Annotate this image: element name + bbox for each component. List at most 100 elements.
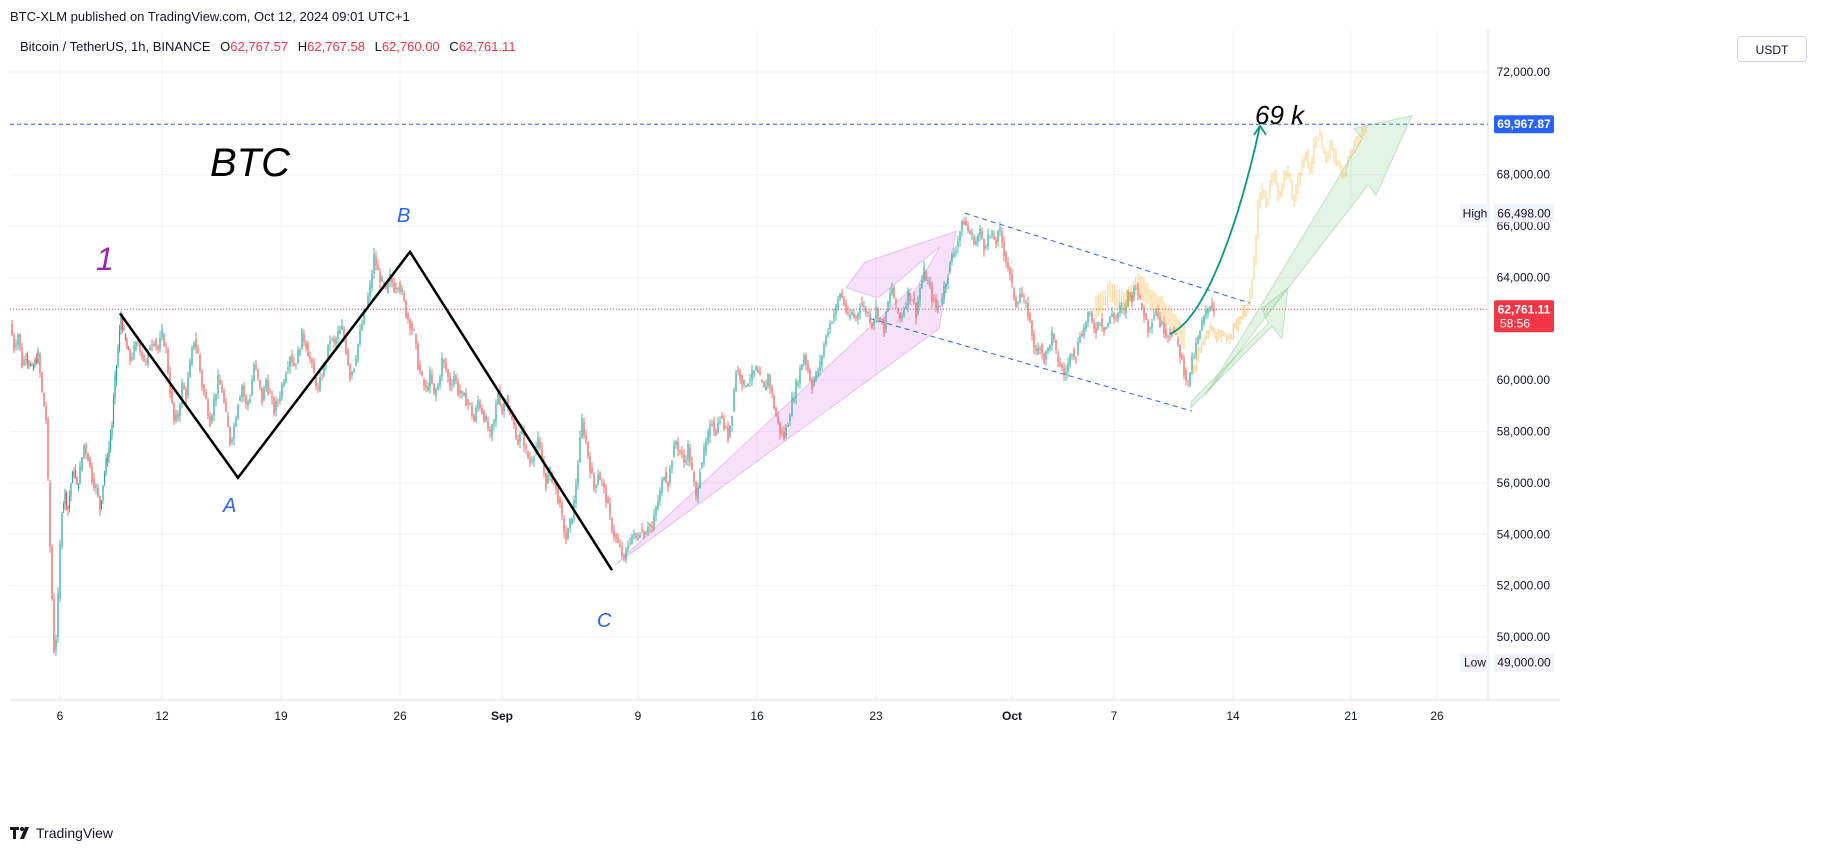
candle-body bbox=[1153, 315, 1155, 319]
candle-body bbox=[1097, 322, 1099, 329]
candle-body bbox=[699, 472, 701, 489]
candle-body bbox=[355, 358, 357, 365]
candle-body bbox=[17, 334, 19, 345]
candle-body bbox=[517, 439, 519, 445]
symbol-name[interactable]: Bitcoin / TetherUS, 1h, BINANCE bbox=[20, 39, 211, 54]
candle-body bbox=[493, 419, 495, 425]
candle-body bbox=[377, 265, 379, 271]
candle-body bbox=[34, 359, 36, 366]
candle-body bbox=[409, 319, 411, 330]
candle-body bbox=[87, 453, 89, 462]
candle-body bbox=[173, 402, 175, 421]
y-tick-label: 52,000.00 bbox=[1497, 579, 1551, 593]
green-arrow-1 bbox=[1189, 286, 1289, 411]
candle-body bbox=[837, 299, 839, 309]
candle-body bbox=[106, 458, 109, 463]
candle-body bbox=[935, 299, 937, 308]
pink-trend-arrow bbox=[614, 230, 957, 566]
candle-body bbox=[1045, 351, 1047, 360]
candle-body bbox=[1007, 261, 1009, 269]
candle-body bbox=[68, 496, 71, 509]
candle-body bbox=[839, 293, 841, 300]
candle-body bbox=[829, 323, 831, 329]
candle-body bbox=[959, 231, 961, 241]
x-tick-label: 12 bbox=[155, 709, 169, 723]
candle-body bbox=[613, 530, 615, 537]
candle-body bbox=[1129, 292, 1131, 296]
candle-body bbox=[407, 313, 409, 320]
candle-body bbox=[475, 408, 477, 422]
candle-body bbox=[937, 305, 939, 309]
x-tick-label: 19 bbox=[274, 709, 288, 723]
low-value: 62,760.00 bbox=[381, 39, 440, 54]
candle-body bbox=[417, 344, 419, 370]
candle-body bbox=[1191, 356, 1193, 370]
candle-body bbox=[1157, 308, 1159, 317]
candle-body bbox=[683, 454, 685, 463]
candle-body bbox=[195, 339, 197, 349]
candle-body bbox=[813, 380, 815, 386]
candle-body bbox=[279, 396, 281, 401]
candle-body bbox=[869, 313, 871, 323]
low-tag-name-bg bbox=[1460, 653, 1490, 672]
candle-body bbox=[43, 393, 45, 407]
candle-body bbox=[353, 368, 355, 372]
candle-body bbox=[467, 400, 469, 404]
candle-body bbox=[413, 329, 415, 331]
candle-body bbox=[102, 485, 104, 501]
candle-body bbox=[555, 482, 557, 489]
tradingview-logo[interactable]: TradingView bbox=[10, 825, 113, 841]
candle-body bbox=[499, 390, 501, 406]
candle-body bbox=[281, 384, 283, 397]
candle-body bbox=[32, 365, 35, 370]
candle-body bbox=[777, 416, 779, 423]
candle-body bbox=[425, 385, 427, 388]
candle-body bbox=[1073, 349, 1075, 357]
candle-body bbox=[161, 329, 163, 338]
projection-curve-arrowhead bbox=[1253, 124, 1267, 136]
high-tag-name: High bbox=[1463, 206, 1488, 220]
candle-body bbox=[855, 316, 857, 319]
candle-countdown: 58:56 bbox=[1500, 316, 1530, 330]
candle-body bbox=[625, 549, 627, 560]
x-tick-label: 26 bbox=[393, 709, 407, 723]
currency-button[interactable]: USDT bbox=[1737, 36, 1807, 62]
candle-body bbox=[1201, 320, 1203, 331]
candle-body bbox=[821, 355, 823, 365]
target-price-tag: 69,967.87 bbox=[1497, 117, 1551, 131]
x-tick-label: 14 bbox=[1226, 709, 1240, 723]
candle-body bbox=[781, 431, 783, 433]
candle-body bbox=[1123, 307, 1125, 311]
candle-body bbox=[711, 424, 713, 426]
candle-body bbox=[112, 398, 115, 424]
candle-body bbox=[1189, 372, 1191, 386]
candle-body bbox=[385, 284, 387, 289]
candle-body bbox=[47, 418, 49, 478]
candle-body bbox=[95, 485, 97, 489]
candle-body bbox=[275, 401, 277, 411]
candle-body bbox=[227, 416, 229, 428]
candle-body bbox=[341, 325, 343, 330]
candle-body bbox=[1187, 380, 1189, 382]
candle-body bbox=[655, 506, 657, 516]
candle-body bbox=[495, 403, 497, 422]
candle-body bbox=[131, 357, 133, 360]
candle-body bbox=[317, 386, 319, 388]
candle-body bbox=[661, 480, 663, 494]
candle-body bbox=[941, 298, 943, 304]
candle-body bbox=[1091, 313, 1093, 322]
candle-body bbox=[375, 256, 377, 266]
candle-body bbox=[19, 333, 21, 348]
candle-body bbox=[521, 427, 523, 435]
candle-body bbox=[85, 444, 87, 454]
channel-lower bbox=[869, 318, 1193, 412]
candle-body bbox=[607, 498, 609, 504]
candle-body bbox=[273, 398, 275, 414]
candle-body bbox=[477, 400, 479, 409]
candle-body bbox=[611, 518, 613, 531]
candle-body bbox=[563, 518, 565, 532]
candle-body bbox=[185, 389, 187, 400]
candle-body bbox=[545, 473, 547, 488]
candle-body bbox=[451, 384, 453, 386]
